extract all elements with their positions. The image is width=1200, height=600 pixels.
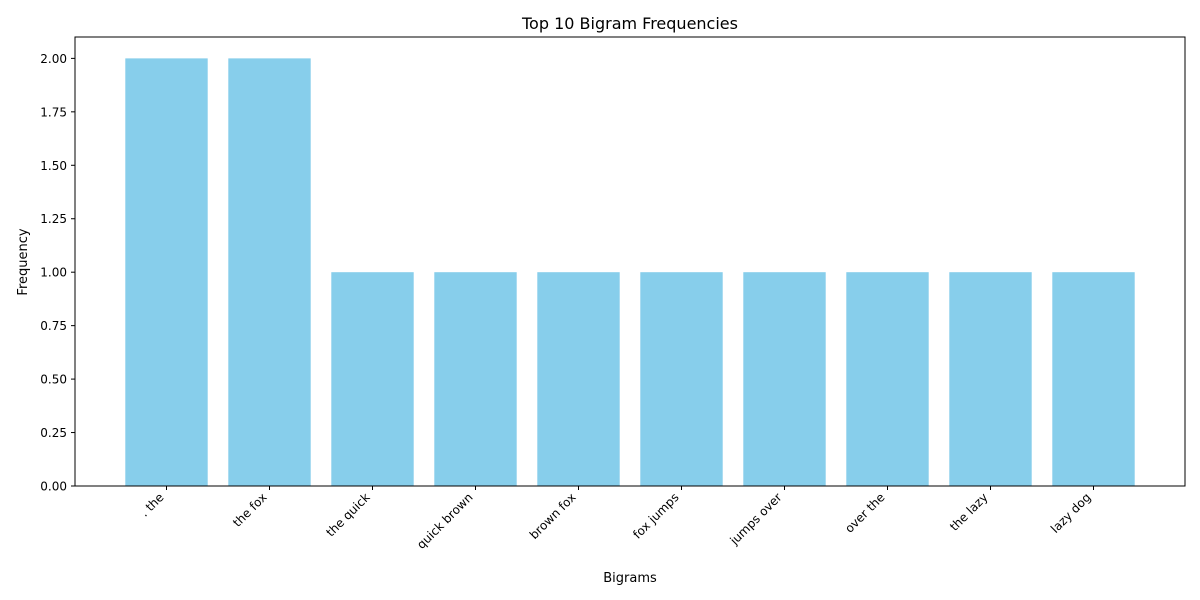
y-tick-label-5: 1.25 [40,212,67,226]
y-tick-label-6: 1.50 [40,159,67,173]
bar-6 [743,272,826,486]
bar-9 [1052,272,1135,486]
x-tick-label-3: quick brown [414,490,475,551]
chart-title: Top 10 Bigram Frequencies [521,14,738,33]
x-tick-label-6: jumps over [727,490,785,548]
x-tick-label-5: fox jumps [630,490,681,541]
y-tick-label-8: 2.00 [40,52,67,66]
bar-2 [331,272,414,486]
y-axis-label: Frequency [16,228,31,295]
x-tick-label-9: lazy dog [1048,490,1094,536]
x-tick-label-4: brown fox [527,490,579,542]
bar-1 [228,58,311,486]
x-axis-label: Bigrams [603,571,657,586]
y-tick-label-7: 1.75 [40,105,67,119]
bar-8 [949,272,1032,486]
x-tick-label-8: the lazy [947,490,991,534]
y-tick-label-0: 0.00 [40,480,67,494]
y-tick-label-1: 0.25 [40,426,67,440]
x-tick-label-1: the fox [230,490,269,529]
bar-0 [125,58,208,486]
bar-4 [537,272,620,486]
y-tick-label-2: 0.50 [40,373,67,387]
x-tick-label-2: the quick [323,490,372,539]
x-tick-label-0: . the [137,490,166,519]
y-axis: 0.00 0.25 0.50 0.75 1.00 1.25 1.50 1.75 2.00 [40,52,75,494]
bar-7 [846,272,929,486]
y-tick-label-3: 0.75 [40,319,67,333]
plot-frame [74,36,1186,487]
bar-5 [640,272,723,486]
x-tick-label-7: over the [842,490,887,535]
bars-group [125,58,1135,486]
y-tick-label-4: 1.00 [40,266,67,280]
bar-3 [434,272,517,486]
x-axis: . the the fox the quick quick brown brown fo… [137,486,1094,552]
